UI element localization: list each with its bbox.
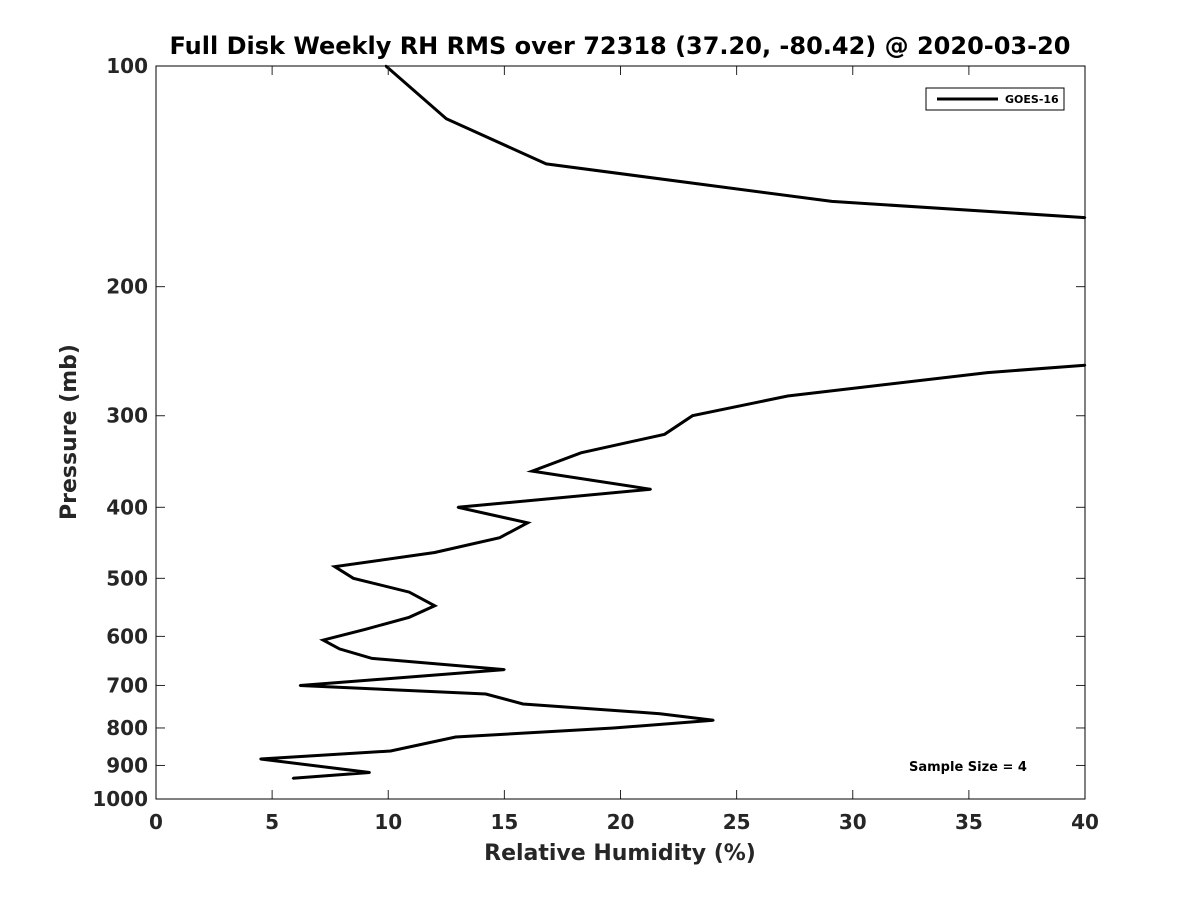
data-point xyxy=(503,668,506,671)
x-tick-label: 0 xyxy=(149,810,163,834)
data-point xyxy=(333,565,336,568)
y-tick-label: 700 xyxy=(106,673,148,697)
y-tick-label: 600 xyxy=(106,624,148,648)
y-tick-label: 100 xyxy=(106,54,148,78)
sample-size-annotation: Sample Size = 4 xyxy=(909,760,1027,775)
x-tick-label: 15 xyxy=(490,810,518,834)
x-tick-label: 20 xyxy=(607,810,635,834)
data-point xyxy=(352,577,355,580)
data-point xyxy=(368,771,371,774)
data-point xyxy=(691,414,694,417)
y-axis-label: Pressure (mb) xyxy=(57,344,82,520)
data-point xyxy=(830,200,833,203)
data-point xyxy=(531,469,534,473)
data-point xyxy=(456,506,460,509)
data-point xyxy=(484,692,487,696)
legend-label-goes-16: GOES-16 xyxy=(1005,93,1059,106)
x-tick-label: 30 xyxy=(839,810,867,834)
data-point xyxy=(338,647,341,651)
data-point xyxy=(322,638,325,642)
x-axis-label: Relative Humidity (%) xyxy=(484,841,756,866)
legend: GOES-16 xyxy=(925,87,1065,111)
y-tick-label: 800 xyxy=(106,716,148,740)
data-point xyxy=(663,433,666,436)
data-point xyxy=(298,684,302,687)
data-point xyxy=(545,162,548,166)
data-point xyxy=(291,777,295,780)
x-tick-label: 5 xyxy=(265,810,279,834)
x-tick-label: 40 xyxy=(1071,810,1099,834)
chart-title: Full Disk Weekly RH RMS over 72318 (37.2… xyxy=(169,32,1070,60)
data-point xyxy=(259,757,262,761)
data-point xyxy=(526,521,529,524)
y-tick-label: 300 xyxy=(106,404,148,428)
data-point xyxy=(370,657,374,660)
y-tick-label: 200 xyxy=(106,275,148,299)
data-point xyxy=(786,394,789,398)
y-tick-label: 1000 xyxy=(92,787,148,811)
data-point xyxy=(649,488,652,491)
data-point xyxy=(433,604,436,607)
data-point xyxy=(408,590,411,594)
axis-ticks: 0 5 10 15 20 25 30 35 40 100 200 300 400 500 600 700 800… xyxy=(92,54,1099,834)
data-point xyxy=(521,702,525,706)
data-point xyxy=(408,616,411,619)
y-tick-label: 500 xyxy=(106,566,148,590)
data-point xyxy=(986,371,989,374)
plot-area-frame xyxy=(155,65,1086,800)
data-point xyxy=(498,536,501,539)
data-point xyxy=(445,117,448,120)
data-point xyxy=(579,451,583,454)
x-tick-label: 10 xyxy=(374,810,402,834)
y-tick-label: 900 xyxy=(106,753,148,777)
data-point xyxy=(454,735,457,739)
x-tick-label: 25 xyxy=(723,810,751,834)
data-point xyxy=(658,712,662,715)
data-point xyxy=(389,749,392,753)
series-lines xyxy=(259,64,1087,780)
data-point xyxy=(612,726,615,730)
y-tick-label: 400 xyxy=(106,495,148,519)
data-point xyxy=(433,551,436,554)
data-point xyxy=(363,628,367,631)
data-point xyxy=(712,719,715,722)
x-tick-label: 35 xyxy=(955,810,983,834)
